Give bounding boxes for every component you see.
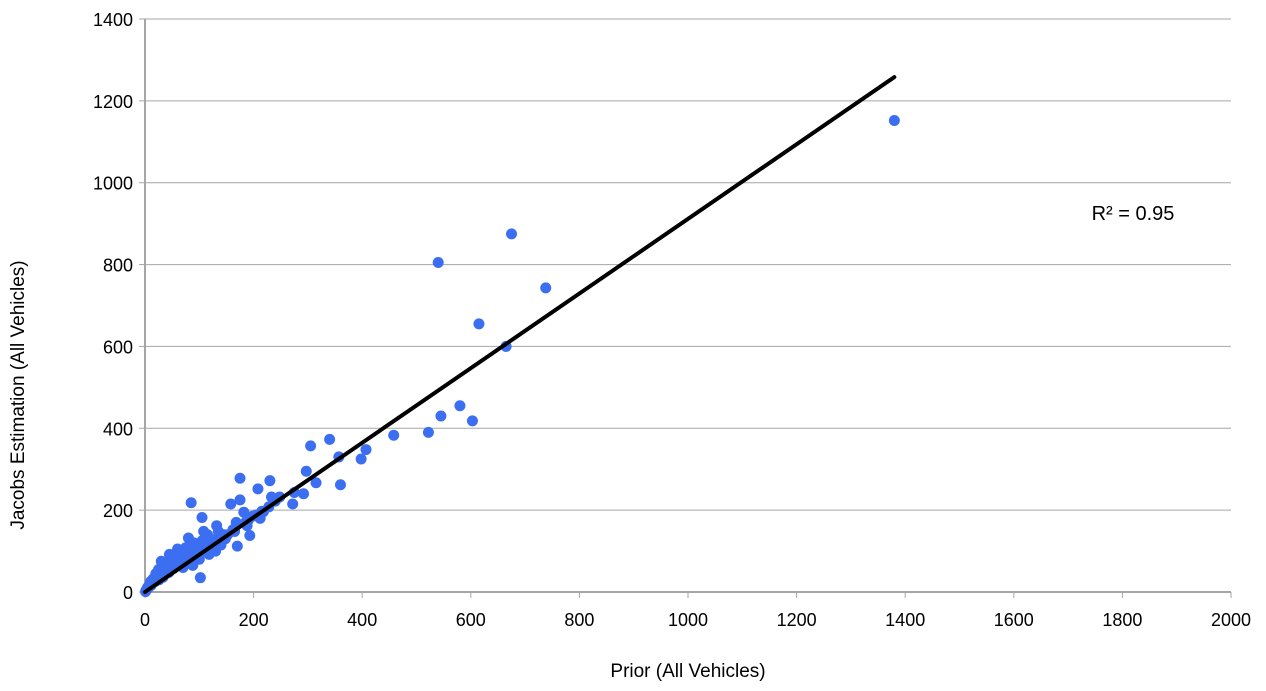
data-point (310, 477, 322, 489)
data-point (252, 483, 264, 495)
data-point (466, 415, 478, 427)
y-tick-label: 400 (103, 419, 133, 439)
data-point (540, 282, 552, 294)
y-tick-label: 800 (103, 256, 133, 276)
data-point (182, 532, 194, 544)
data-point (432, 257, 444, 269)
data-point (422, 426, 434, 438)
trendline (143, 75, 897, 594)
data-point (185, 497, 197, 509)
data-point (194, 572, 206, 584)
axes (144, 19, 1231, 593)
y-tick-label: 200 (103, 501, 133, 521)
x-tick-label: 1600 (994, 610, 1034, 630)
data-point (506, 228, 518, 240)
trendline-layer (143, 75, 897, 594)
x-tick-label: 800 (564, 610, 594, 630)
data-point (388, 429, 400, 441)
data-point (473, 318, 485, 330)
x-tick-label: 600 (456, 610, 486, 630)
y-tick-label: 0 (123, 583, 133, 603)
x-tick-label: 1400 (885, 610, 925, 630)
tick-labels: 0 200 400 600 800 1000 1200 1400 0 200 400 600 800 10… (93, 10, 1251, 630)
x-tick-label: 2000 (1211, 610, 1251, 630)
data-point (231, 540, 243, 552)
data-point (888, 115, 900, 127)
x-tick-label: 0 (140, 610, 150, 630)
x-tick-label: 1000 (668, 610, 708, 630)
data-point (234, 494, 246, 506)
y-tick-label: 1000 (93, 174, 133, 194)
data-point (334, 479, 346, 491)
data-point (225, 498, 237, 510)
x-tick-label: 1800 (1102, 610, 1142, 630)
data-point (435, 410, 447, 422)
y-axis-label: Jacobs Estimation (All Vehicles) (8, 260, 29, 529)
y-tick-label: 1400 (93, 10, 133, 30)
y-tick-label: 1200 (93, 92, 133, 112)
data-point (196, 512, 208, 524)
data-point (360, 444, 372, 456)
gridlines (139, 18, 1232, 598)
data-point (287, 498, 299, 510)
data-point (211, 520, 223, 532)
data-point (324, 433, 336, 445)
data-point (355, 453, 367, 465)
x-tick-label: 200 (239, 610, 269, 630)
data-point (238, 506, 250, 518)
x-tick-label: 1200 (777, 610, 817, 630)
data-point (454, 400, 466, 412)
data-point (305, 440, 317, 452)
data-point (264, 475, 276, 487)
data-point (234, 472, 246, 484)
data-point (198, 525, 210, 537)
r-squared-annotation: R² = 0.95 (1092, 203, 1175, 225)
data-points (140, 115, 900, 598)
data-point (298, 488, 310, 500)
x-axis-label: Prior (All Vehicles) (610, 661, 765, 682)
data-point (300, 465, 312, 477)
x-tick-label: 400 (347, 610, 377, 630)
y-tick-label: 600 (103, 337, 133, 357)
data-point (244, 530, 256, 542)
